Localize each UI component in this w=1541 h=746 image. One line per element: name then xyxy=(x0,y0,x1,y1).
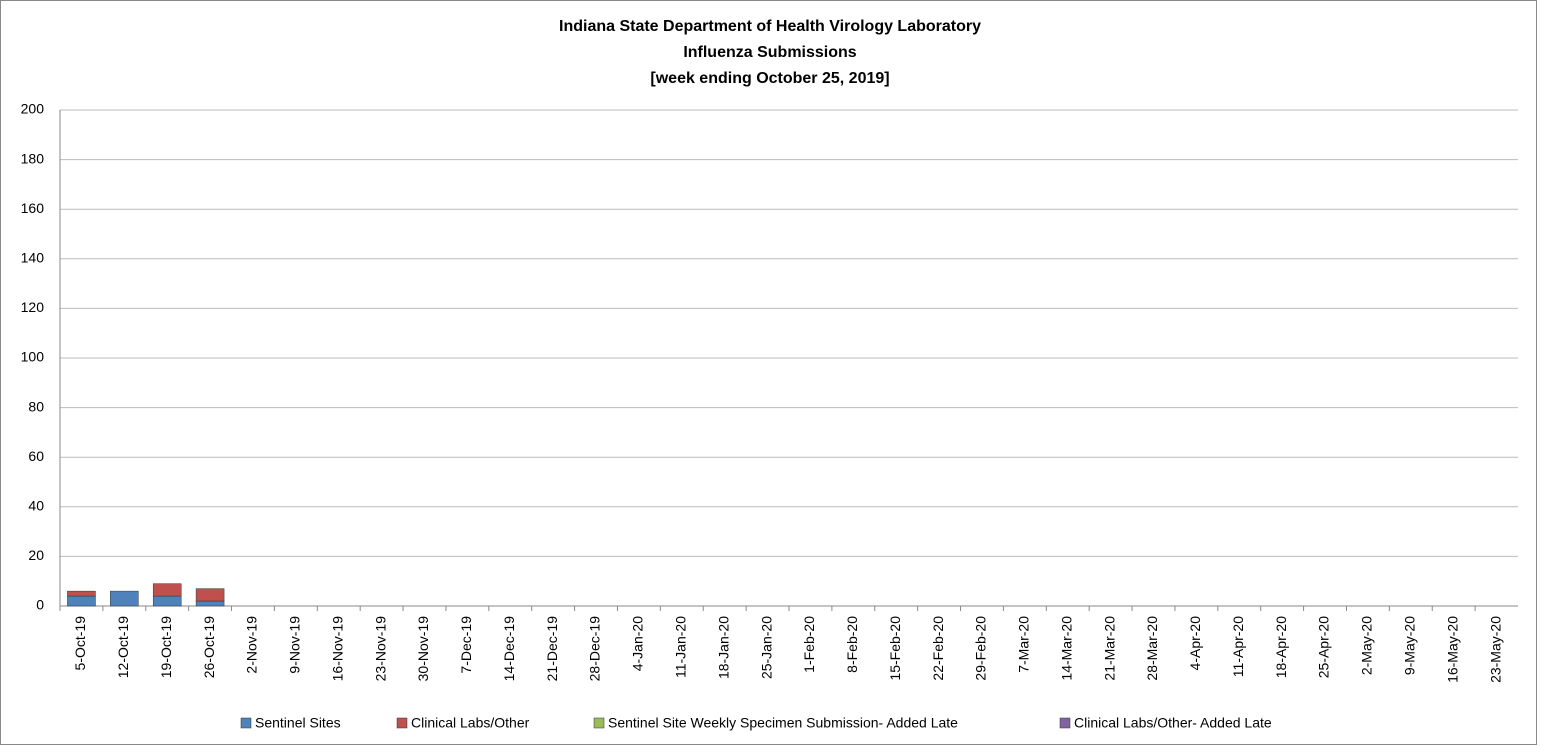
x-tick-label: 26-Oct-19 xyxy=(201,616,217,678)
x-tick-label: 28-Mar-20 xyxy=(1144,616,1160,681)
x-tick-label: 23-Nov-19 xyxy=(372,616,388,682)
y-tick-label: 120 xyxy=(21,299,45,315)
y-tick-label: 140 xyxy=(21,250,45,266)
legend-swatch xyxy=(593,717,605,729)
x-tick-label: 25-Apr-20 xyxy=(1316,616,1332,678)
x-tick-label: 14-Mar-20 xyxy=(1058,616,1074,681)
x-tick-label: 23-May-20 xyxy=(1487,616,1503,683)
x-tick-label: 15-Feb-20 xyxy=(887,616,903,681)
x-tick-label: 5-Oct-19 xyxy=(72,616,88,671)
legend-label: Sentinel Sites xyxy=(255,715,341,731)
x-tick-label: 8-Feb-20 xyxy=(844,616,860,673)
y-tick-label: 200 xyxy=(21,101,45,117)
chart-title: Indiana State Department of Health Virol… xyxy=(559,18,981,35)
x-tick-label: 1-Feb-20 xyxy=(801,616,817,673)
chart-title: Influenza Submissions xyxy=(683,44,856,61)
x-tick-label: 16-Nov-19 xyxy=(329,616,345,682)
x-tick-label: 21-Mar-20 xyxy=(1101,616,1117,681)
bar-segment xyxy=(152,583,182,597)
y-tick-label: 160 xyxy=(21,200,45,216)
x-tick-label: 11-Apr-20 xyxy=(1230,616,1246,677)
x-tick-label: 2-Nov-19 xyxy=(244,616,260,674)
x-tick-label: 21-Dec-19 xyxy=(544,616,560,682)
y-tick-label: 40 xyxy=(28,498,44,514)
legend-swatch xyxy=(396,717,408,729)
legend-swatch xyxy=(1059,717,1071,729)
x-tick-label: 7-Mar-20 xyxy=(1016,616,1032,673)
x-tick-label: 2-May-20 xyxy=(1359,616,1375,675)
x-tick-label: 22-Feb-20 xyxy=(930,616,946,681)
bar-segment xyxy=(195,588,225,602)
y-tick-label: 180 xyxy=(21,150,45,166)
x-tick-label: 12-Oct-19 xyxy=(115,616,131,678)
x-tick-label: 16-May-20 xyxy=(1444,616,1460,683)
legend-swatch xyxy=(240,717,252,729)
x-tick-label: 4-Jan-20 xyxy=(630,616,646,671)
bar-segment xyxy=(67,595,96,607)
x-tick-label: 30-Nov-19 xyxy=(415,616,431,682)
y-tick-label: 20 xyxy=(28,547,44,563)
x-tick-label: 4-Apr-20 xyxy=(1187,616,1203,671)
legend-label: Sentinel Site Weekly Specimen Submission… xyxy=(608,715,958,731)
x-tick-label: 19-Oct-19 xyxy=(158,616,174,678)
x-tick-label: 29-Feb-20 xyxy=(973,616,989,681)
y-tick-label: 80 xyxy=(28,398,44,414)
x-tick-label: 18-Jan-20 xyxy=(715,616,731,679)
x-tick-label: 28-Dec-19 xyxy=(587,616,603,682)
x-tick-label: 11-Jan-20 xyxy=(672,616,688,678)
x-tick-label: 9-Nov-19 xyxy=(287,616,303,674)
x-tick-label: 14-Dec-19 xyxy=(501,616,517,682)
x-tick-label: 9-May-20 xyxy=(1401,616,1417,675)
y-tick-label: 100 xyxy=(21,349,45,365)
y-tick-label: 60 xyxy=(28,448,44,464)
x-tick-label: 25-Jan-20 xyxy=(758,616,774,679)
bar-segment xyxy=(110,590,139,607)
bar-segment xyxy=(67,590,96,597)
legend-label: Clinical Labs/Other- Added Late xyxy=(1074,715,1272,731)
x-tick-label: 7-Dec-19 xyxy=(458,616,474,674)
x-tick-label: 18-Apr-20 xyxy=(1273,616,1289,678)
chart-title: [week ending October 25, 2019] xyxy=(650,70,889,87)
y-tick-label: 0 xyxy=(36,597,44,613)
bar-segment xyxy=(195,600,225,607)
legend-label: Clinical Labs/Other xyxy=(411,715,530,731)
bar-segment xyxy=(152,595,182,607)
